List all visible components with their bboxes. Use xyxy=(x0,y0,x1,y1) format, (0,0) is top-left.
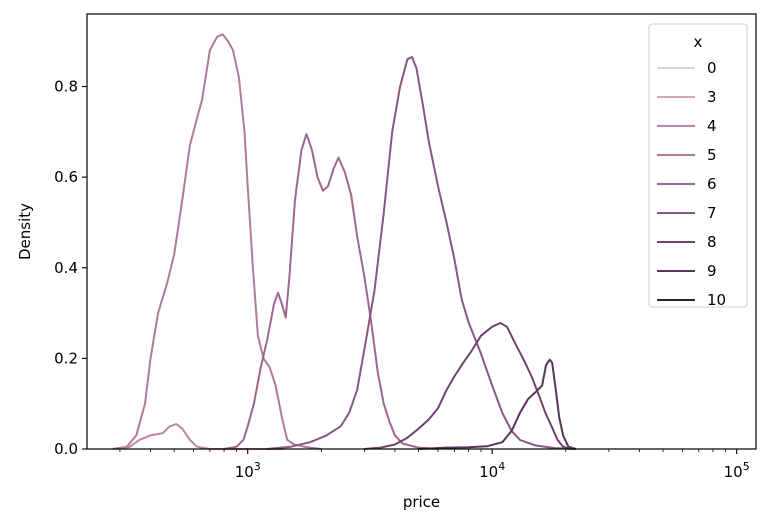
legend-box xyxy=(648,23,748,308)
legend-label: 10 xyxy=(707,291,726,309)
series-line-6 xyxy=(223,133,439,450)
legend-item-6: 6 xyxy=(657,175,717,193)
legend: x 0 3 4 5 6 7 8 9 10 xyxy=(648,23,748,309)
y-axis-title: Density xyxy=(16,203,34,260)
legend-label: 8 xyxy=(707,233,717,251)
series-line-8 xyxy=(364,322,572,450)
legend-title: x xyxy=(694,33,703,51)
legend-item-0: 0 xyxy=(657,59,717,77)
legend-label: 6 xyxy=(707,175,717,193)
x-tick-label: 105 xyxy=(724,460,750,481)
series-line-7 xyxy=(267,56,576,450)
legend-item-3: 3 xyxy=(657,88,717,106)
y-tick-label: 0.8 xyxy=(54,78,78,96)
legend-label: 5 xyxy=(707,146,717,164)
legend-label: 7 xyxy=(707,204,717,222)
x-axis-title: price xyxy=(403,493,440,511)
series-lines xyxy=(112,33,577,450)
legend-item-7: 7 xyxy=(657,204,717,222)
x-axis: 103 104 105 xyxy=(119,449,750,481)
legend-item-10: 10 xyxy=(657,291,726,309)
y-tick-label: 0.0 xyxy=(54,440,78,458)
x-tick-label: 104 xyxy=(479,460,505,481)
legend-item-8: 8 xyxy=(657,233,717,251)
legend-label: 4 xyxy=(707,117,717,135)
legend-label: 0 xyxy=(707,59,717,77)
axes-frame xyxy=(86,13,757,450)
y-tick-label: 0.2 xyxy=(54,349,78,367)
series-line-9 xyxy=(418,358,577,450)
legend-label: 3 xyxy=(707,88,717,106)
legend-label: 9 xyxy=(707,262,717,280)
y-axis: 0.0 0.2 0.4 0.6 0.8 xyxy=(54,78,87,458)
legend-item-4: 4 xyxy=(657,117,717,135)
y-tick-label: 0.6 xyxy=(54,168,78,186)
legend-item-9: 9 xyxy=(657,262,717,280)
y-tick-label: 0.4 xyxy=(54,259,78,277)
x-tick-label: 103 xyxy=(235,460,261,481)
series-line-5 xyxy=(112,33,322,450)
legend-item-5: 5 xyxy=(657,146,717,164)
series-line-4 xyxy=(116,423,284,450)
